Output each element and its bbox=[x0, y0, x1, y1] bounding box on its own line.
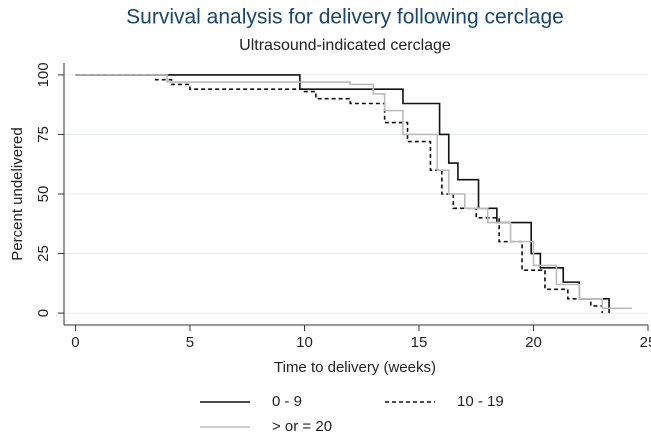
x-axis-label: Time to delivery (weeks) bbox=[274, 359, 436, 376]
y-tick-label: 100 bbox=[35, 62, 52, 87]
legend-label: 10 - 19 bbox=[457, 393, 504, 410]
x-tick-label: 20 bbox=[525, 334, 542, 351]
x-tick-label: 15 bbox=[411, 334, 428, 351]
y-tick-label: 25 bbox=[35, 245, 52, 262]
y-tick-label: 0 bbox=[35, 309, 52, 317]
y-tick-label: 50 bbox=[35, 186, 52, 203]
x-tick-label: 5 bbox=[186, 334, 194, 351]
survival-line bbox=[75, 74, 632, 310]
survival-line bbox=[75, 74, 603, 314]
y-tick-label: 75 bbox=[35, 126, 52, 143]
chart-subtitle: Ultrasound-indicated cerclage bbox=[239, 37, 451, 54]
x-tick-label: 25 bbox=[640, 334, 651, 351]
y-axis-label: Percent undelivered bbox=[9, 127, 26, 260]
legend-label: > or = 20 bbox=[272, 418, 332, 435]
x-tick-label: 10 bbox=[296, 334, 313, 351]
legend-label: 0 - 9 bbox=[272, 393, 302, 410]
x-tick-label: 0 bbox=[71, 334, 79, 351]
chart-title: Survival analysis for delivery following… bbox=[126, 6, 564, 29]
